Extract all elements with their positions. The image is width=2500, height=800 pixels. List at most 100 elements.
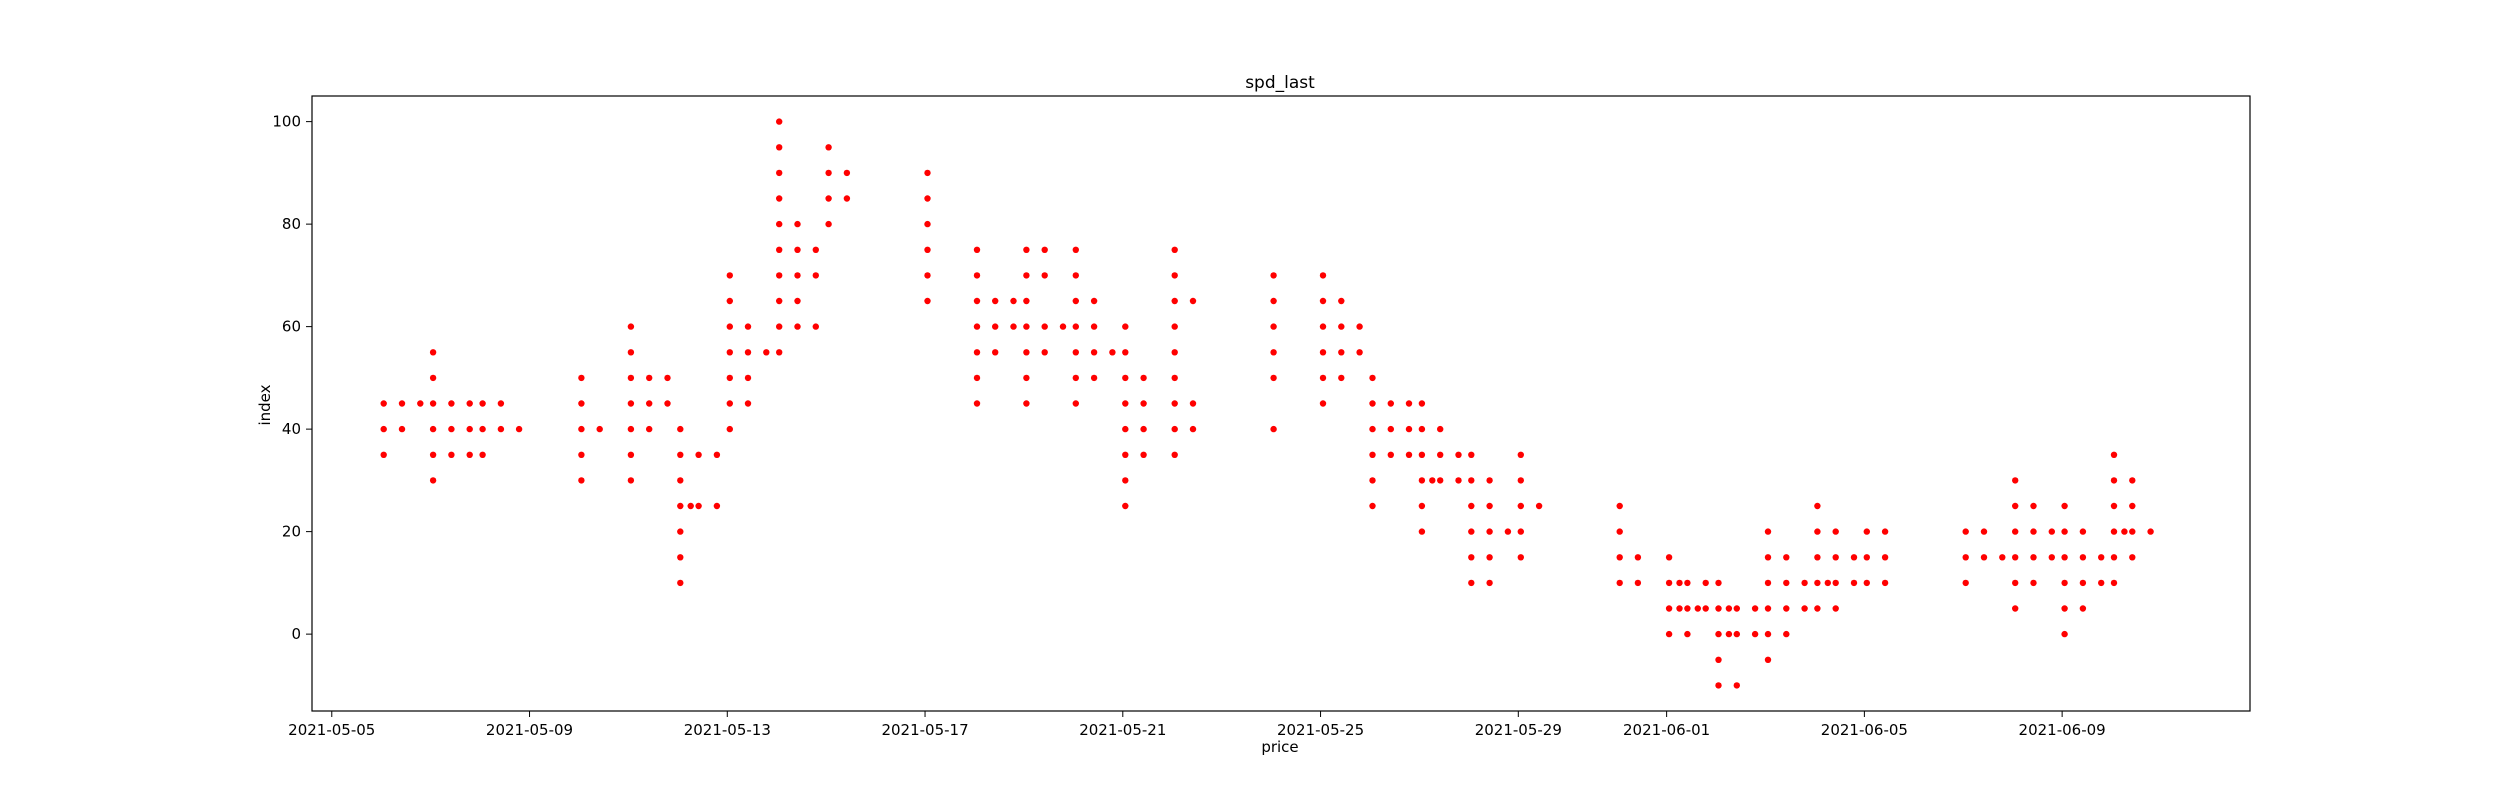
data-point [2079,605,2087,612]
data-point [1783,554,1790,561]
data-point [2110,579,2118,587]
data-point [1468,579,1475,587]
data-point [380,425,387,433]
data-point [1041,272,1048,279]
data-point [1023,272,1030,279]
data-point [578,477,585,484]
data-point [1665,630,1673,638]
data-point [1387,425,1395,433]
y-tick-label: 0 [291,625,301,643]
data-point [992,323,999,330]
data-point [1751,630,1759,638]
data-point [1468,477,1475,484]
data-point [466,400,473,407]
data-point [1814,554,1821,561]
y-tick-label: 60 [282,318,301,336]
data-point [677,502,684,510]
x-tick-label: 2021-06-09 [2019,721,2106,739]
data-point [2110,502,2118,510]
data-point [596,425,603,433]
data-point [1764,554,1772,561]
data-point [2061,579,2068,587]
data-point [1684,630,1691,638]
data-point [825,169,832,177]
data-point [1072,349,1080,356]
data-point [1418,502,1426,510]
data-point [726,400,733,407]
data-point [1517,554,1525,561]
data-point [973,246,981,253]
data-point [726,297,733,305]
data-point [1616,579,1623,587]
data-point [1010,323,1017,330]
data-point [2129,502,2136,510]
data-point [744,349,752,356]
data-point [2079,554,2087,561]
data-point [1832,579,1839,587]
data-point [1319,272,1327,279]
data-point [1665,605,1673,612]
y-axis-label: index [256,384,274,425]
data-point [2048,528,2055,535]
data-point [992,349,999,356]
y-tick-label: 80 [282,215,301,233]
data-point [2030,579,2037,587]
data-point [1270,374,1277,382]
data-point [776,169,783,177]
data-point [1468,502,1475,510]
data-point [924,220,931,228]
data-point [1023,400,1030,407]
data-point [466,425,473,433]
data-point [1783,605,1790,612]
data-point [1486,502,1493,510]
data-point [627,349,635,356]
data-point [1122,477,1129,484]
data-point [627,451,635,458]
data-point [1405,451,1413,458]
data-point [726,425,733,433]
data-point [664,374,671,382]
data-point [1616,502,1623,510]
data-point [1171,349,1178,356]
data-point [794,246,801,253]
data-point [1387,451,1395,458]
data-point [1814,579,1821,587]
data-point [1702,579,1709,587]
data-point [726,272,733,279]
data-point [794,323,801,330]
x-tick-label: 2021-06-05 [1821,721,1908,739]
data-point [1072,246,1080,253]
data-point [1684,605,1691,612]
data-point [1171,425,1178,433]
data-point [578,451,585,458]
data-point [1023,246,1030,253]
data-point [1764,528,1772,535]
data-point [776,297,783,305]
data-point [1715,605,1722,612]
data-point [1962,554,1969,561]
data-point [677,425,684,433]
data-point [973,323,981,330]
data-point [1122,323,1129,330]
data-point [1733,630,1741,638]
data-point [776,118,783,125]
data-point [1387,400,1395,407]
data-point [677,554,684,561]
data-point [429,425,437,433]
data-point [1468,528,1475,535]
data-point [1338,374,1345,382]
data-point [2061,502,2068,510]
axes-frame [311,95,2251,712]
data-point [794,272,801,279]
data-point [398,400,406,407]
data-point [1676,579,1683,587]
data-point [1764,579,1772,587]
data-point [380,400,387,407]
data-point [1356,349,1363,356]
data-point [1023,323,1030,330]
data-point [2061,528,2068,535]
data-point [1189,400,1197,407]
data-point [1783,579,1790,587]
data-point [1783,630,1790,638]
